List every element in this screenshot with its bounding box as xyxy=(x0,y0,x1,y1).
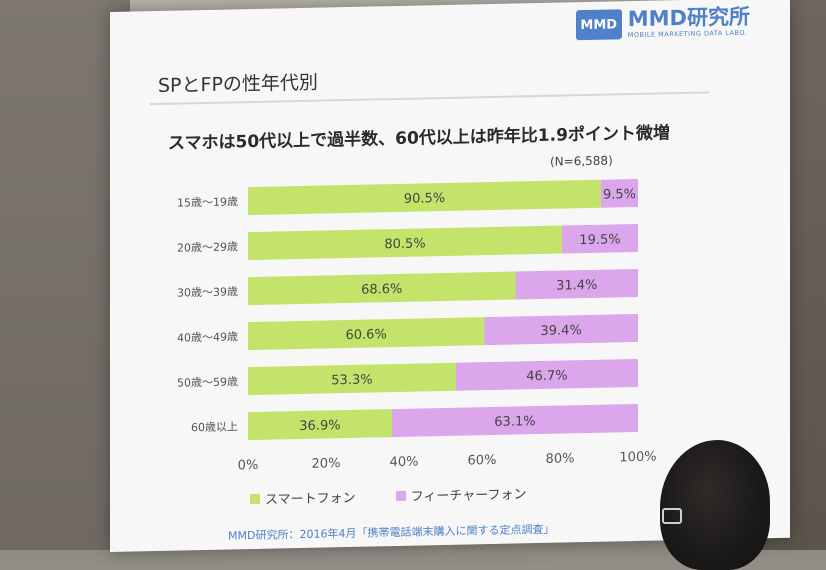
bar-segment-featurephone xyxy=(455,358,638,391)
bar-segment-smartphone xyxy=(248,179,601,216)
logo-name: MMD研究所 xyxy=(627,4,750,32)
x-tick-label: 80% xyxy=(546,451,575,467)
bar-segment-featurephone xyxy=(561,223,639,254)
bar-segment-smartphone xyxy=(248,409,392,441)
wall-left xyxy=(0,0,130,550)
category-label: 30歳～39歳 xyxy=(177,285,238,299)
slide-subtitle: スマホは50代以上で過半数、60代以上は昨年比1.9ポイント微増 xyxy=(168,123,670,154)
source-note: MMD研究所：2016年4月「携帯電話端末購入に関する定点調査」 xyxy=(228,522,555,543)
legend-label-smartphone: スマートフォン xyxy=(265,490,356,508)
legend-swatch-featurephone xyxy=(395,490,406,501)
legend-item-smartphone: スマートフォン xyxy=(250,487,356,508)
data-label: 80.5% xyxy=(384,236,425,252)
sample-size-label: (N=6,588) xyxy=(550,153,613,169)
category-label: 20歳～29歳 xyxy=(177,240,238,254)
x-tick-label: 40% xyxy=(390,455,419,471)
legend-label-featurephone: フィーチャーフォン xyxy=(410,487,527,505)
stacked-bar-chart: 15歳～19歳 90.5% 9.5% 20歳～29歳 80.5% 19.5% 30歳～39歳… xyxy=(177,178,657,473)
legend-item-featurephone: フィーチャーフォン xyxy=(395,483,527,505)
legend-swatch-smartphone xyxy=(250,493,260,504)
data-label: 63.1% xyxy=(494,414,535,430)
data-label: 60.6% xyxy=(346,327,387,343)
data-label: 36.9% xyxy=(299,418,340,434)
logo-mark: MMD xyxy=(575,9,622,41)
category-label: 40歳～49歳 xyxy=(177,330,238,344)
x-tick-label: 0% xyxy=(238,458,259,473)
bar-segment-featurephone xyxy=(600,178,639,208)
bar-segment-smartphone xyxy=(248,362,456,396)
x-tick-label: 20% xyxy=(312,456,341,472)
category-label: 60歳以上 xyxy=(191,420,238,434)
slide-title: SPとFPの性年代別 xyxy=(158,71,318,97)
data-label: 46.7% xyxy=(526,368,567,384)
data-label: 90.5% xyxy=(404,191,445,207)
data-label: 68.6% xyxy=(361,282,402,298)
audience-glasses xyxy=(662,508,682,524)
category-label: 50歳～59歳 xyxy=(177,375,238,389)
x-tick-label: 100% xyxy=(619,450,656,466)
data-label: 53.3% xyxy=(331,373,372,389)
bar-segment-featurephone xyxy=(515,268,639,300)
bar-segment-featurephone xyxy=(391,403,638,438)
audience-head xyxy=(660,440,770,570)
data-label: 19.5% xyxy=(579,232,620,248)
data-label: 9.5% xyxy=(603,187,636,203)
bar-segment-smartphone xyxy=(248,225,562,261)
category-label: 15歳～19歳 xyxy=(177,195,238,209)
x-tick-label: 60% xyxy=(468,453,497,469)
data-label: 39.4% xyxy=(541,323,582,339)
data-label: 31.4% xyxy=(556,278,597,294)
bar-segment-smartphone xyxy=(248,271,516,306)
bar-segment-featurephone xyxy=(484,313,638,346)
logo-subtitle: MOBILE MARKETING DATA LABO. xyxy=(627,28,748,40)
bar-segment-smartphone xyxy=(248,317,485,351)
mmd-logo: MMD MMD研究所 MOBILE MARKETING DATA LABO. xyxy=(575,4,750,41)
projection-screen: MMD MMD研究所 MOBILE MARKETING DATA LABO. S… xyxy=(110,0,790,552)
